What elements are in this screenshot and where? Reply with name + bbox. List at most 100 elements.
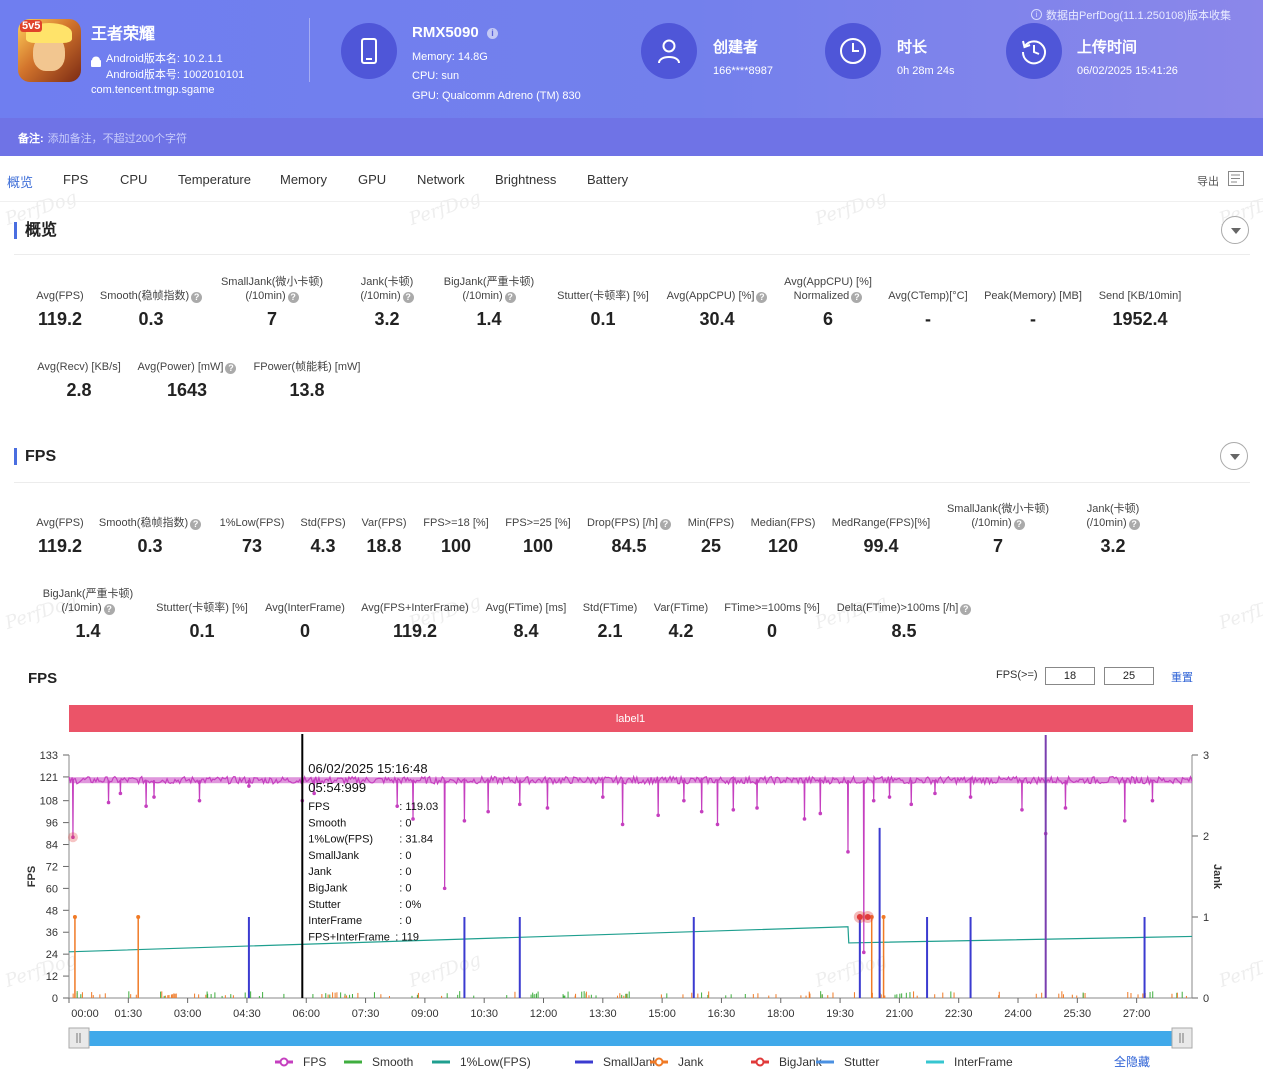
stat-label: Avg(Recv) [KB/s] [0,360,169,374]
tab-bar: 概览 FPS CPU Temperature Memory GPU Networ… [0,158,1263,202]
x-tick-label: 27:00 [1123,1008,1151,1020]
stat-label: FPS>=25 [%] [448,516,628,530]
stat-label: Delta(FTime)>100ms [/h]? [814,601,994,615]
stat-label-text: Avg(AppCPU) [%] [666,290,755,302]
stat-label-text: Stutter(卡顿率) [%] [156,602,248,614]
x-tick-label: 24:00 [1004,1008,1032,1020]
help-icon[interactable]: ? [103,604,115,615]
tab-memory[interactable]: Memory [280,172,327,187]
stat-label-text: Avg(Recv) [KB/s] [37,361,121,373]
stat-label-text: (/10min) [360,290,401,302]
help-icon[interactable]: ? [190,519,202,530]
y2-tick-label: 2 [1203,831,1209,843]
stat-value: - [925,309,931,329]
stat-value: 0.3 [137,536,163,556]
stat-value: 120 [767,536,799,556]
fps-point [442,886,447,891]
stat-label: (/10min)? [297,289,477,303]
fps-point [656,813,660,818]
note-label: 备注: [18,133,44,145]
help-icon[interactable]: ? [402,292,414,303]
stat-label-line1: SmallJank(微小卡顿) [946,503,1050,515]
fps-divider [14,482,1250,483]
fps-point [861,950,866,955]
help-icon[interactable]: ? [504,292,516,303]
help-icon[interactable]: ? [756,292,768,303]
stat-label-text: Avg(CTemp)[°C] [888,290,968,302]
threshold-input-25[interactable]: 25 [1104,667,1154,685]
range-slider-handle-right[interactable] [1171,1027,1193,1049]
legend-item-stutter: Stutter [844,1055,879,1069]
stat-label: Min(FPS) [621,516,801,530]
export-button[interactable]: 导出 [1197,171,1244,189]
note-input[interactable]: 添加备注，不超过200个字符 [47,133,188,145]
help-icon[interactable]: ? [191,292,203,303]
range-slider-handle-left[interactable] [68,1027,90,1049]
note-bar[interactable]: 备注: 添加备注，不超过200个字符 [0,118,1263,156]
stat-value: 119.2 [37,309,83,329]
y-tick-label: 108 [40,796,58,808]
y-tick-label: 0 [52,993,58,1005]
help-icon[interactable]: ? [287,292,299,303]
stat-label-text: FTime>=100ms [%] [724,602,820,614]
stat-label-text: MedRange(FPS)[%] [831,517,931,529]
y-tick-label: 96 [46,818,58,830]
threshold-input-18[interactable]: 18 [1045,667,1095,685]
stat-item: 1%Low(FPS) 73 [162,502,342,557]
y-tick-label: 121 [40,772,58,784]
legend-item-bigjank: BigJank [779,1055,823,1069]
tab-battery[interactable]: Battery [587,172,629,187]
tab-temperature[interactable]: Temperature [178,172,251,187]
tab-gpu[interactable]: GPU [358,172,387,187]
stat-label: (/10min)? [182,289,362,303]
stat-label: Stutter(卡顿率) [%] [112,601,292,615]
stat-item: Var(FPS) 18.8 [294,502,474,557]
label-bar[interactable] [69,705,1193,732]
jank-point [881,915,886,919]
x-tick-label: 16:30 [708,1008,736,1020]
help-icon[interactable]: ? [960,604,972,615]
stat-value: 7 [992,536,1003,556]
duration-label: 时长 [897,39,928,56]
legend-item-fps: FPS [303,1055,326,1069]
overview-collapse-button[interactable] [1221,216,1249,244]
stat-label-text: Avg(FPS) [36,517,84,529]
fps-point [247,784,251,788]
stat-label: FTime>=100ms [%] [682,601,862,615]
help-icon[interactable]: ? [225,363,237,374]
tab-brightness[interactable]: Brightness [495,172,557,187]
device-model: RMX5090 [412,24,479,41]
stat-item: Delta(FTime)>100ms [/h]? 8.5 [814,587,994,642]
tab-fps[interactable]: FPS [63,172,89,187]
creator-circle [641,23,697,79]
stat-label-text: Median(FPS) [750,517,816,529]
tab-cpu[interactable]: CPU [120,172,148,187]
stat-label-text: Send [KB/10min] [1098,290,1182,302]
stat-value: 73 [241,536,263,556]
stat-item: BigJank(严重卡顿) (/10min)? 1.4 [0,587,178,642]
device-info-icon[interactable]: i [487,28,498,39]
stat-value: 0.3 [138,309,164,329]
help-icon[interactable]: ? [659,519,671,530]
label-bar-text: label1 [616,713,645,725]
tooltip-row-value: : 119.03 [399,801,438,813]
stat-item: Std(FTime) 2.1 [520,587,700,642]
stat-item: Median(FPS) 120 [693,502,873,557]
stat-label: FPS>=18 [%] [366,516,546,530]
reset-link[interactable]: 重置 [1171,672,1193,684]
stat-label-text: 1%Low(FPS) [219,517,285,529]
stat-value: 0 [299,621,310,641]
fps-collapse-button[interactable] [1220,442,1248,470]
tab-network[interactable]: Network [417,172,465,187]
upload-value: 06/02/2025 15:41:26 [1077,65,1178,77]
help-icon[interactable]: ? [1013,519,1025,530]
phone-icon [361,38,377,64]
help-icon[interactable]: ? [1128,519,1140,530]
help-icon[interactable]: ? [851,292,863,303]
stat-value: 2.8 [66,380,92,400]
x-tick-label: 06:00 [292,1008,320,1020]
stat-label: Avg(AppCPU) [%]? [627,289,807,303]
tab-overview[interactable]: 概览 [7,175,34,190]
y-tick-label: 84 [46,840,58,852]
